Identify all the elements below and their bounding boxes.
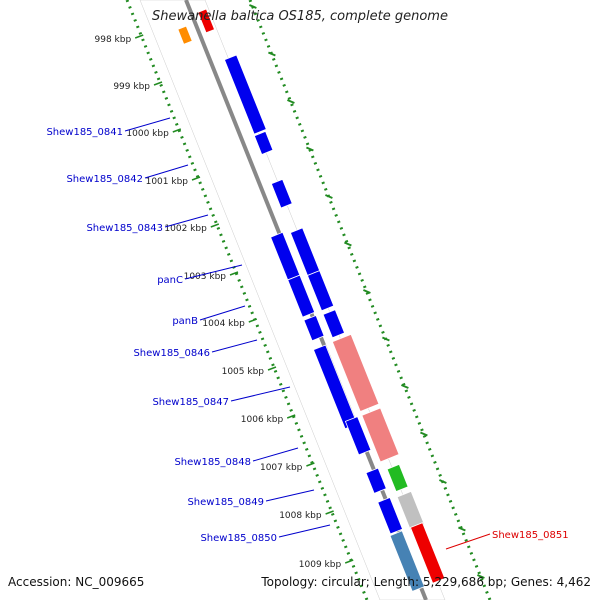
kbp-tick: [267, 366, 277, 371]
cds-block: [377, 496, 404, 535]
gene-label: Shew185_0843: [86, 223, 163, 234]
kbp-labels: 998 kbp 999 kbp 1000 kbp 1001 kbp 1002 kbp 10…: [95, 35, 342, 570]
cds-block-red: [409, 522, 446, 584]
kbp-label: 1004 kbp: [202, 319, 245, 329]
kbp-tick: [153, 81, 163, 86]
outer-tick: [306, 146, 314, 152]
gene-leader-line: [211, 339, 258, 353]
outer-tick: [249, 4, 257, 9]
cds-block-pink: [361, 407, 400, 463]
gene-leader-line: [144, 164, 189, 179]
cds-block: [270, 178, 293, 209]
gene-label: Shew185_0846: [133, 348, 210, 359]
cds-block: [253, 130, 274, 156]
kbp-label: 1005 kbp: [222, 367, 265, 377]
cds-block: [365, 467, 387, 494]
outer-tick: [325, 194, 333, 199]
outer-tick: [439, 479, 447, 484]
outer-tick: [401, 384, 409, 389]
cds-block: [303, 314, 325, 342]
feature-track: [177, 8, 446, 592]
outer-tick: [477, 574, 485, 579]
cds-block-red-top: [197, 8, 216, 34]
kbp-tick: [134, 34, 144, 39]
cds-block-gray: [396, 490, 426, 531]
map-title: Shewanella baltica OS185, complete genom…: [152, 9, 448, 24]
kbp-label: 1008 kbp: [279, 511, 322, 521]
outer-tick: [363, 289, 371, 294]
ruler-inner-dots: [125, 0, 369, 600]
cds-block: [287, 274, 316, 318]
gene-label: Shew185_0850: [200, 533, 277, 544]
gene-leader-line: [252, 447, 299, 462]
gene-leader-line: [265, 489, 315, 502]
gene-label: Shew185_0848: [174, 457, 251, 468]
outer-tick: [344, 241, 352, 247]
gene-label: Shew185_0849: [187, 497, 264, 508]
kbp-tick: [172, 128, 182, 133]
kbp-tick: [325, 510, 334, 515]
outer-tick: [268, 51, 276, 57]
cds-block-orange-top: [177, 25, 193, 45]
kbp-tick: [306, 462, 315, 467]
kbp-label: 1003 kbp: [184, 272, 227, 282]
kbp-label: 1009 kbp: [299, 560, 342, 570]
outer-tick: [382, 336, 390, 342]
gene-leader-line: [184, 264, 243, 280]
gene-label: Shew185_0847: [152, 397, 229, 408]
cds-block-green: [386, 463, 409, 493]
outer-tick: [287, 99, 295, 104]
band-area: [139, 0, 446, 600]
kbp-tick: [286, 414, 296, 419]
gene-label: Shew185_0842: [66, 174, 143, 185]
kbp-label: 1007 kbp: [260, 463, 303, 473]
ruler-inner: [125, 0, 369, 600]
gene-label: panB: [172, 316, 198, 327]
kbp-label: 998 kbp: [95, 35, 132, 45]
gene-label: Shew185_0841: [46, 127, 123, 138]
outer-tick: [458, 526, 466, 532]
accession-text: Accession: NC_009665: [8, 575, 145, 589]
kbp-label: 999 kbp: [113, 82, 150, 92]
ruler-outer: [248, 0, 492, 600]
kbp-label: 1001 kbp: [146, 177, 189, 187]
cds-block: [306, 270, 335, 312]
cds-block-steel: [389, 530, 425, 592]
kbp-label: 1002 kbp: [164, 224, 207, 234]
gene-leader-line: [199, 305, 246, 321]
kbp-tick: [248, 318, 258, 323]
gene-labels: Shew185_0841 Shew185_0842 Shew185_0843 panC…: [46, 117, 569, 550]
gene-label-right: Shew185_0851: [492, 530, 569, 541]
outer-tick: [420, 431, 428, 437]
genome-summary: Topology: circular; Length: 5,229,686 bp…: [261, 575, 591, 589]
kbp-tick: [210, 223, 220, 228]
gene-label: panC: [157, 275, 183, 286]
kbp-label: 1006 kbp: [241, 415, 284, 425]
ruler-outer-dots: [248, 0, 492, 600]
cds-block: [344, 416, 372, 456]
gene-leader-line: [164, 214, 209, 228]
kbp-tick: [229, 271, 239, 276]
cds-block: [322, 309, 346, 339]
cds-block-pink: [331, 333, 380, 413]
gene-leader-line: [230, 386, 291, 402]
kbp-tick: [344, 559, 354, 564]
kbp-tick: [191, 176, 201, 181]
gene-leader-line: [124, 117, 171, 132]
gene-leader-line: [278, 524, 331, 538]
map-band: [139, 0, 446, 600]
cds-block: [223, 54, 267, 135]
gene-leader-line: [445, 533, 491, 550]
kbp-label: 1000 kbp: [126, 129, 169, 139]
